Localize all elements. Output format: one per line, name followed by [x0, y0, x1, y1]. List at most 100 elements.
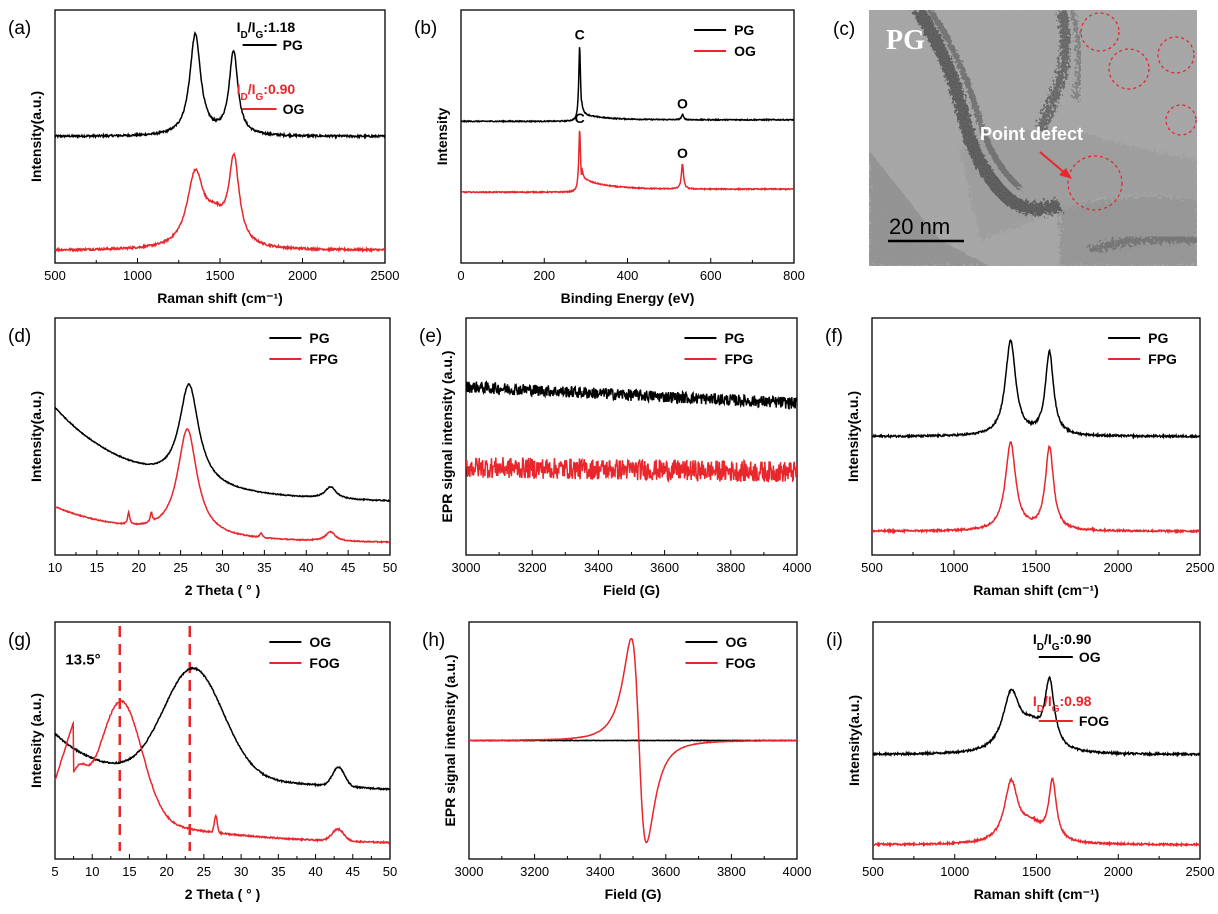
- defect-arrow: [1039, 151, 1072, 179]
- x-tick-label: 1500: [1022, 864, 1051, 879]
- x-tick-label: 20: [132, 560, 146, 575]
- legend-label: FOG: [725, 655, 755, 671]
- peak-label: C: [575, 110, 585, 126]
- series-line-pg: [55, 383, 390, 503]
- y-axis-label: Intensity(a.u.): [845, 391, 861, 482]
- x-tick-label: 1000: [940, 864, 969, 879]
- legend-label: OG: [283, 101, 305, 117]
- panel-label-a: (a): [8, 18, 31, 39]
- peak-label: O: [677, 96, 688, 112]
- peak-label: O: [677, 145, 688, 161]
- y-axis-label: Intensity: [434, 108, 450, 166]
- y-axis-label: EPR signal intensity (a.u.): [442, 655, 458, 827]
- ratio-annotation: ID/IG:0.90: [237, 81, 296, 103]
- series-line-pg: [55, 31, 385, 140]
- y-axis-label: Intensity(a.u.): [28, 391, 44, 482]
- legend-label: FOG: [1079, 713, 1109, 729]
- x-tick-label: 40: [299, 560, 313, 575]
- x-tick-label: 3000: [455, 864, 484, 879]
- x-tick-label: 1500: [1022, 560, 1051, 575]
- legend-label: PG: [309, 330, 329, 346]
- panel-label-i: (i): [826, 630, 843, 651]
- panel-label-d: (d): [8, 326, 31, 347]
- plot-frame: [54, 621, 391, 860]
- x-tick-label: 5: [51, 864, 58, 879]
- panel-label-e: (e): [419, 326, 442, 347]
- x-tick-label: 2500: [1186, 864, 1215, 879]
- x-axis-label: Raman shift (cm⁻¹): [157, 290, 283, 306]
- series-line-pg: [466, 380, 797, 411]
- series-line-og: [873, 675, 1200, 758]
- x-tick-label: 2000: [288, 268, 317, 283]
- x-tick-label: 35: [271, 864, 285, 879]
- legend-label: OG: [725, 634, 747, 650]
- x-tick-label: 500: [44, 268, 66, 283]
- panel-h: (h) 3000 3200 3400 3600 3800 4000 Field (G) EPR …: [422, 621, 812, 902]
- x-tick-label: 10: [48, 560, 62, 575]
- x-tick-label: 4000: [783, 864, 812, 879]
- series-line-pg: [872, 339, 1200, 440]
- series-line-pg: [461, 47, 794, 124]
- series-line-og: [55, 666, 390, 791]
- x-tick-label: 1000: [940, 560, 969, 575]
- x-tick-label: 3400: [584, 560, 613, 575]
- y-axis-label: Intensity(a.u.): [28, 91, 44, 182]
- x-tick-label: 15: [90, 560, 104, 575]
- series-line-og: [55, 151, 385, 254]
- x-tick-label: 3800: [716, 560, 745, 575]
- x-axis-label: Binding Energy (eV): [561, 290, 695, 306]
- legend-label: OG: [734, 43, 756, 59]
- series-line-fog: [873, 776, 1200, 848]
- legend-label: FOG: [309, 655, 339, 671]
- panel-f: (f) 500 1000 1500 2000 2500 Raman shift (cm⁻¹)…: [825, 317, 1214, 598]
- series-line-fpg: [872, 441, 1200, 535]
- scale-bar-label: 20 nm: [889, 214, 950, 239]
- annotation-text: 13.5°: [65, 652, 100, 669]
- x-tick-label: 500: [862, 864, 884, 879]
- x-tick-label: 45: [346, 864, 360, 879]
- x-axis-label: 2 Theta ( ° ): [185, 582, 261, 598]
- x-tick-label: 45: [341, 560, 355, 575]
- series-line-fpg: [55, 427, 390, 544]
- ratio-annotation: ID/IG:0.98: [1033, 693, 1092, 715]
- x-tick-label: 1500: [206, 268, 235, 283]
- x-tick-label: 3400: [586, 864, 615, 879]
- plot-frame: [872, 621, 1201, 860]
- legend-label: FPG: [1148, 351, 1177, 367]
- legend-label: FPG: [309, 351, 338, 367]
- panel-g: (g) 5 10 15 20 25 30 35 40 45 50 2 Theta ( ° ) Inten…: [8, 621, 397, 902]
- x-tick-label: 3000: [452, 560, 481, 575]
- tem-image-panel: PG Point defect 20 nm (c): [833, 10, 1197, 266]
- x-tick-label: 500: [861, 560, 883, 575]
- x-tick-label: 1000: [123, 268, 152, 283]
- x-tick-label: 30: [215, 560, 229, 575]
- x-tick-label: 2000: [1104, 864, 1133, 879]
- panel-a: (a) 500 1000 1500 2000 2500 Raman shift (cm⁻¹)…: [8, 9, 400, 306]
- legend-label: OG: [1079, 649, 1101, 665]
- y-axis-label: Intensity (a.u.): [28, 693, 44, 788]
- x-tick-label: 2500: [371, 268, 400, 283]
- legend-label: PG: [734, 22, 754, 38]
- y-axis-label: EPR signal intensity (a.u.): [439, 351, 455, 523]
- series-line-fog: [469, 637, 797, 844]
- ratio-annotation: ID/IG:1.18: [237, 19, 296, 41]
- x-tick-label: 10: [85, 864, 99, 879]
- x-axis-label: Field (G): [605, 886, 662, 902]
- x-tick-label: 400: [617, 268, 639, 283]
- legend-label: PG: [1148, 330, 1168, 346]
- peak-label: C: [575, 26, 585, 42]
- panel-d: (d) 10 15 20 25 30 35 40 45 50 2 Theta ( ° ) Intens…: [8, 317, 397, 598]
- x-tick-label: 3200: [518, 560, 547, 575]
- x-axis-label: Raman shift (cm⁻¹): [973, 582, 1099, 598]
- x-tick-label: 50: [383, 560, 397, 575]
- x-tick-label: 50: [383, 864, 397, 879]
- x-tick-label: 2000: [1104, 560, 1133, 575]
- legend-label: FPG: [724, 351, 753, 367]
- tem-sample-label: PG: [886, 25, 925, 56]
- x-tick-label: 4000: [783, 560, 812, 575]
- tem-defect-label: Point defect: [980, 124, 1083, 144]
- x-tick-label: 200: [533, 268, 555, 283]
- legend-label: OG: [309, 634, 331, 650]
- panel-label-b: (b): [414, 18, 437, 39]
